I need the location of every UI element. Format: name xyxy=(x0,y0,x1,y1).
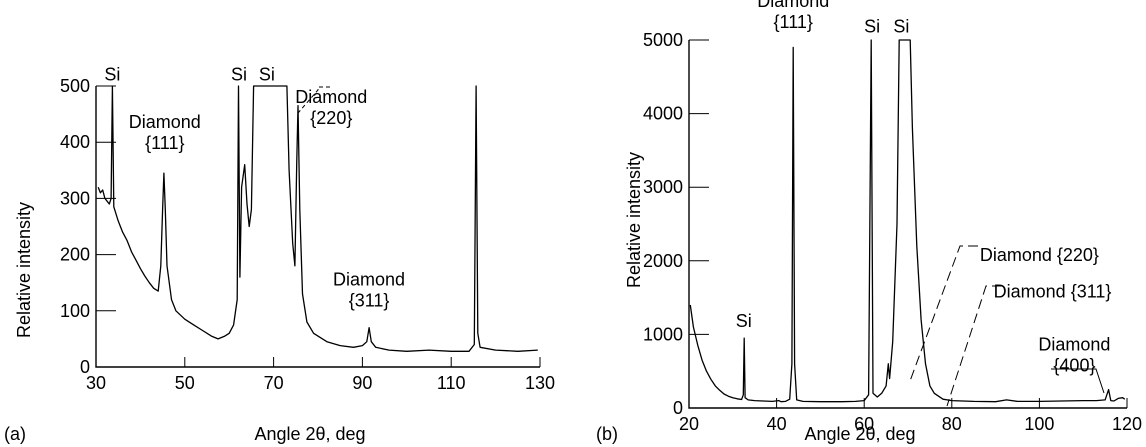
leader-b-400 xyxy=(1051,368,1105,394)
y-tick-label: 100 xyxy=(60,301,90,321)
y-tick-label: 500 xyxy=(60,76,90,96)
x-tick-label: 90 xyxy=(352,373,372,393)
x-axis-label-b: Angle 2θ, deg xyxy=(804,424,915,444)
x-tick-label: 120 xyxy=(1112,414,1142,434)
panel-label-a: (a) xyxy=(4,424,26,444)
peak-annotation: Diamond {220} xyxy=(980,245,1099,265)
y-tick-label: 4000 xyxy=(643,104,683,124)
y-axis-label-b: Relative intensity xyxy=(624,152,644,288)
peak-annotation: Diamond {400} xyxy=(1038,335,1110,376)
x-tick-label: 70 xyxy=(264,373,284,393)
x-tick-label: 50 xyxy=(175,373,195,393)
peak-annotation: Si xyxy=(736,311,752,331)
peak-annotation: Si xyxy=(231,64,247,84)
x-tick-label: 110 xyxy=(437,373,466,393)
ticks-a: 30 50 70 90 110 130 0 100 200 300 400 500 xyxy=(60,76,555,393)
series-line xyxy=(689,39,1126,403)
chart-a: (a) Relative intensity Angle 2θ, deg 30 5… xyxy=(4,64,555,444)
peak-annotation: Si xyxy=(893,17,909,37)
x-tick-label: 40 xyxy=(767,414,787,434)
peak-annotation: Diamond {111} xyxy=(757,0,829,32)
x-tick-label: 30 xyxy=(86,373,106,393)
trace-a xyxy=(97,85,538,352)
peak-annotation: Si xyxy=(864,17,880,37)
annotations-b: Diamond {111} Si Si Diamond {220} Diamond {31… xyxy=(736,0,1112,376)
annotations-a: Si Diamond {111} Si Si Diamond {220} Diamond {31… xyxy=(104,64,405,310)
ticks-b: 20 40 60 80 100 120 0 1000 2000 3000 4000 5000 xyxy=(643,30,1142,434)
x-tick-label: 80 xyxy=(942,414,962,434)
peak-annotation: Si xyxy=(259,64,275,84)
x-tick-label: 100 xyxy=(1024,414,1054,434)
x-axis-label-a: Angle 2θ, deg xyxy=(254,424,365,444)
leader-b-220 xyxy=(909,245,978,382)
peak-annotation: Diamond {311} xyxy=(333,270,405,311)
y-tick-label: 400 xyxy=(60,132,90,152)
y-tick-label: 1000 xyxy=(643,324,683,344)
peak-annotation: Diamond {220} xyxy=(295,87,367,128)
y-tick-label: 200 xyxy=(60,245,90,265)
leader-b-311 xyxy=(946,285,1002,407)
y-tick-label: 300 xyxy=(60,188,90,208)
y-tick-label: 0 xyxy=(80,357,90,377)
x-tick-label: 130 xyxy=(525,373,555,393)
panel-label-b: (b) xyxy=(596,424,618,444)
trace-b xyxy=(689,39,1126,403)
peak-annotation: Si xyxy=(104,64,120,84)
peak-annotation: Diamond {311} xyxy=(994,282,1112,302)
y-tick-label: 5000 xyxy=(643,30,683,50)
y-tick-label: 3000 xyxy=(643,177,683,197)
leader-a-220 xyxy=(297,86,330,114)
y-tick-label: 0 xyxy=(673,398,683,418)
series-line xyxy=(97,85,538,352)
x-tick-label: 60 xyxy=(854,414,874,434)
x-tick-label: 20 xyxy=(679,414,699,434)
y-tick-label: 2000 xyxy=(643,251,683,271)
peak-annotation: Diamond {111} xyxy=(129,112,201,153)
chart-b: (b) Relative intensity Angle 2θ, deg 20 4… xyxy=(596,0,1142,444)
y-axis-label-a: Relative intensity xyxy=(14,202,34,338)
